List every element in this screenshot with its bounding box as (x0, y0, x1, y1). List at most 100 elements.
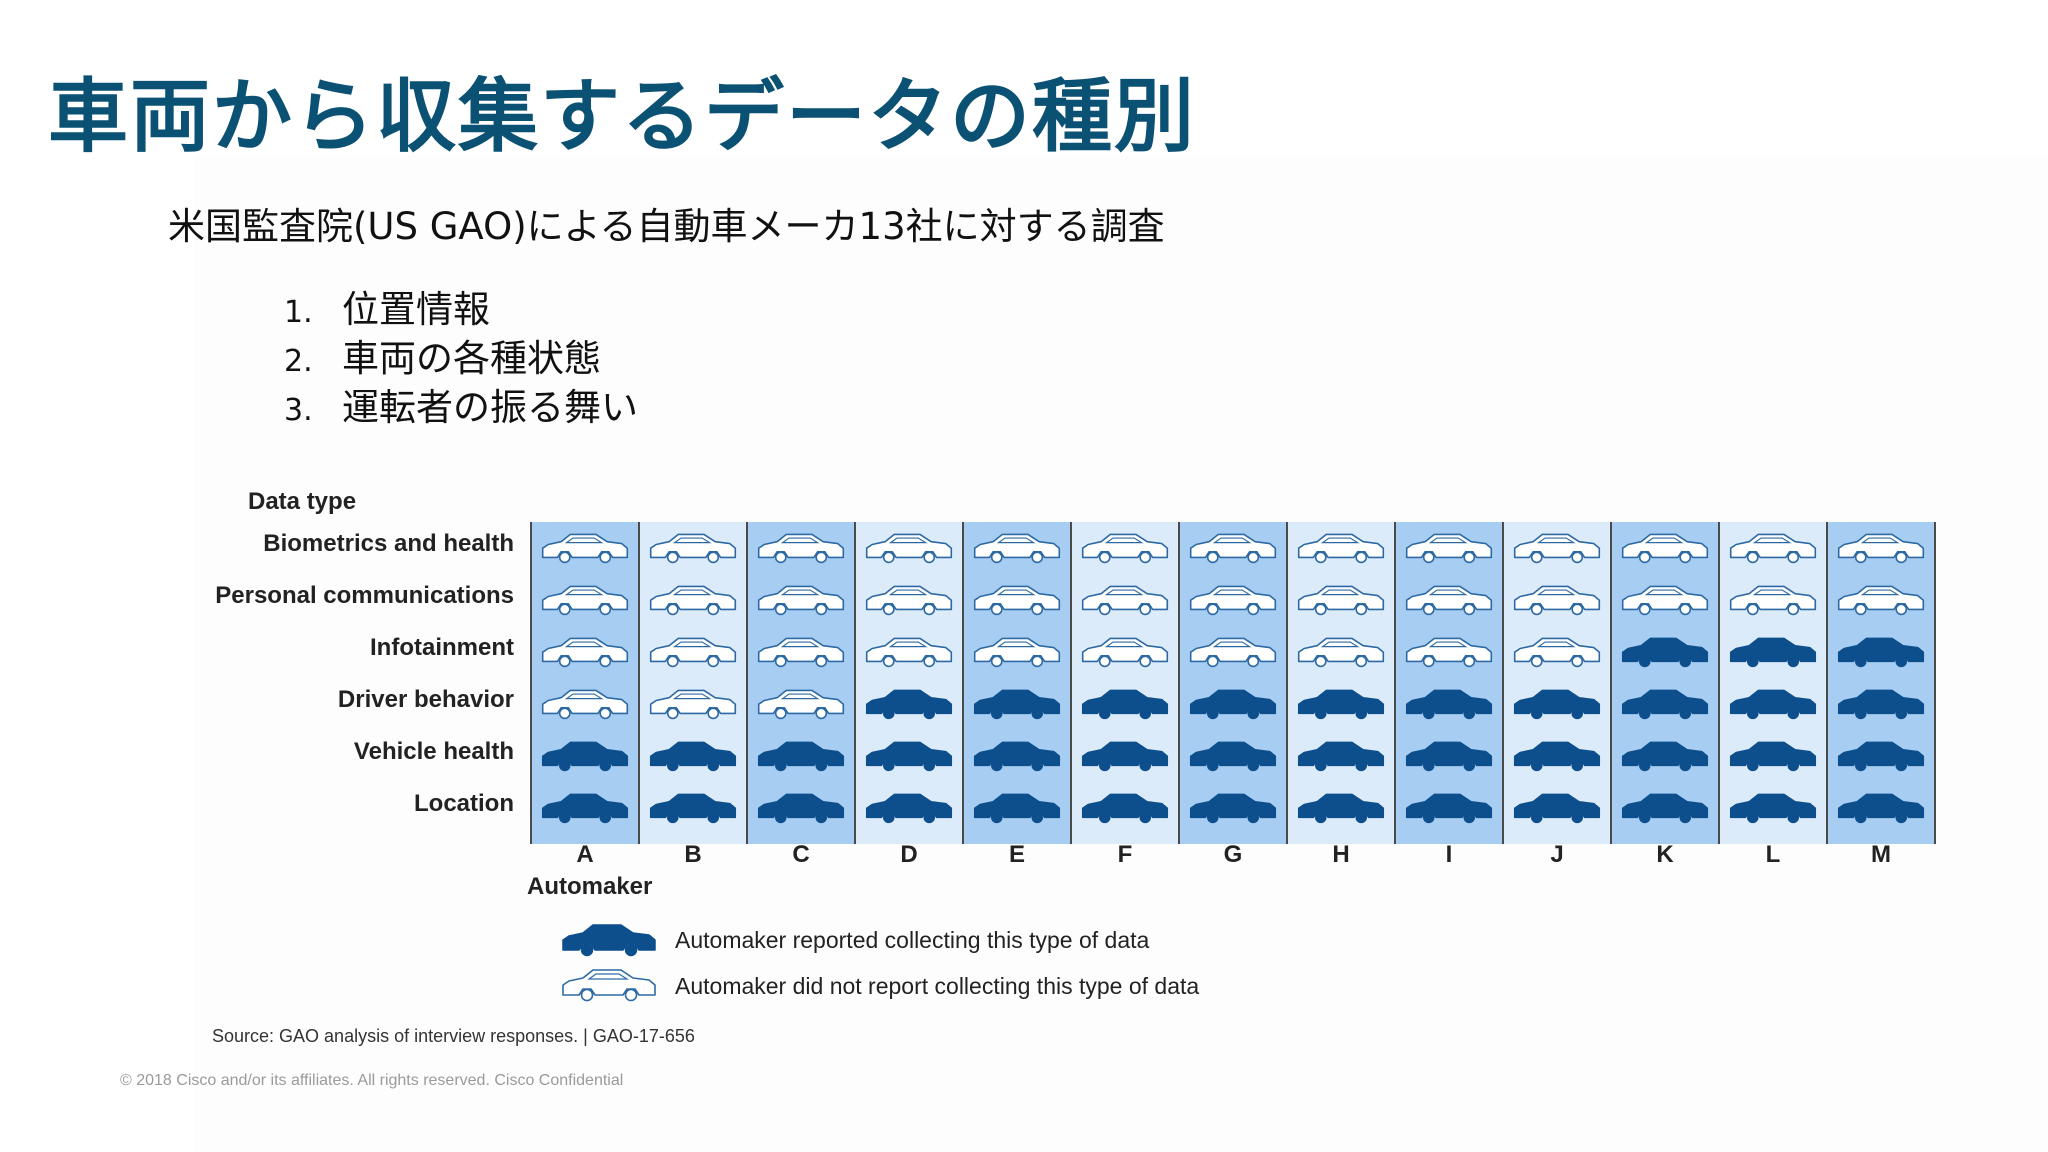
column-band (531, 522, 639, 844)
column-band (1287, 522, 1395, 844)
car-reported (541, 741, 629, 772)
car-not-reported (1405, 637, 1493, 668)
car-reported (1621, 689, 1709, 720)
column-band (1179, 522, 1287, 844)
car-not-reported (1081, 585, 1169, 616)
col-label-i: I (1445, 841, 1453, 868)
car-not-reported (1189, 533, 1277, 564)
car-not-reported (1513, 533, 1601, 564)
car-not-reported (541, 689, 629, 720)
car-reported (1189, 689, 1277, 720)
car-reported (1297, 793, 1385, 824)
row-label-driver-behavior: Driver behavior (337, 686, 514, 713)
column-band (1611, 522, 1719, 844)
col-label-c: C (792, 841, 810, 868)
car-reported (649, 741, 737, 772)
car-not-reported (1729, 585, 1817, 616)
row-label-infotainment: Infotainment (370, 634, 514, 661)
slide-title: 車両から収集するデータの種別 (48, 70, 1196, 163)
left-margin (0, 0, 195, 1152)
car-not-reported (1837, 533, 1925, 564)
numbered-list: 1. 位置情報 2. 車両の各種状態 3. 運転者の振る舞い (284, 287, 638, 434)
car-reported (1405, 741, 1493, 772)
column-band (1719, 522, 1827, 844)
car-not-reported (1513, 585, 1601, 616)
car-not-reported (865, 637, 953, 668)
row-label-vehicle-health: Vehicle health (353, 738, 514, 765)
col-label-a: A (576, 841, 594, 868)
column-band (855, 522, 963, 844)
col-label-h: H (1332, 841, 1350, 868)
car-reported (649, 793, 737, 824)
car-reported (1513, 793, 1601, 824)
car-not-reported (865, 585, 953, 616)
car-not-reported (541, 533, 629, 564)
car-not-reported (1297, 637, 1385, 668)
list-text: 運転者の振る舞い (342, 386, 638, 429)
car-not-reported (865, 533, 953, 564)
car-reported (973, 689, 1061, 720)
legend-outline-car-icon (562, 969, 656, 1002)
car-reported (757, 741, 845, 772)
column-band (963, 522, 1071, 844)
car-reported (1621, 741, 1709, 772)
car-not-reported (649, 533, 737, 564)
car-not-reported (541, 637, 629, 668)
car-reported (1729, 793, 1817, 824)
list-text: 車両の各種状態 (342, 337, 601, 380)
car-not-reported (649, 585, 737, 616)
car-not-reported (973, 585, 1061, 616)
list-item: 1. 位置情報 (284, 287, 638, 336)
car-reported (865, 793, 953, 824)
col-label-f: F (1117, 841, 1133, 868)
legend-filled-car-icon (562, 924, 656, 957)
car-reported (1081, 741, 1169, 772)
car-reported (865, 741, 953, 772)
car-reported (973, 793, 1061, 824)
car-reported (1405, 793, 1493, 824)
car-reported (1189, 741, 1277, 772)
car-reported (1513, 741, 1601, 772)
column-band (639, 522, 747, 844)
column-band (747, 522, 855, 844)
car-not-reported (973, 533, 1061, 564)
car-not-reported (1189, 585, 1277, 616)
car-not-reported (757, 533, 845, 564)
car-reported (1189, 793, 1277, 824)
car-reported (1621, 637, 1709, 668)
y-axis-title: Data type (248, 488, 357, 515)
copyright-footer: © 2018 Cisco and/or its affiliates. All … (120, 1072, 624, 1089)
car-reported (1837, 741, 1925, 772)
car-not-reported (649, 637, 737, 668)
car-not-reported (1081, 533, 1169, 564)
car-not-reported (757, 585, 845, 616)
car-reported (1081, 689, 1169, 720)
car-reported (1837, 793, 1925, 824)
car-reported (1297, 689, 1385, 720)
col-label-b: B (684, 841, 702, 868)
car-reported (1729, 637, 1817, 668)
car-not-reported (649, 689, 737, 720)
car-not-reported (1729, 533, 1817, 564)
car-reported (1297, 741, 1385, 772)
list-item: 3. 運転者の振る舞い (284, 385, 638, 434)
car-reported (1513, 689, 1601, 720)
car-not-reported (757, 637, 845, 668)
list-text: 位置情報 (342, 288, 490, 331)
car-not-reported (1621, 585, 1709, 616)
car-reported (1837, 689, 1925, 720)
car-not-reported (1405, 533, 1493, 564)
car-reported (1621, 793, 1709, 824)
legend-label-reported: Automaker reported collecting this type … (675, 927, 1150, 953)
car-reported (1405, 689, 1493, 720)
car-not-reported (1837, 585, 1925, 616)
car-not-reported (1189, 637, 1277, 668)
column-band (1827, 522, 1935, 844)
car-reported (541, 793, 629, 824)
list-number: 1. (284, 295, 313, 330)
car-not-reported (1513, 637, 1601, 668)
column-band (1503, 522, 1611, 844)
row-label-location: Location (414, 790, 514, 817)
slide-subtitle: 米国監査院(US GAO)による自動車メーカ13社に対する調査 (168, 205, 1165, 248)
car-reported (1729, 741, 1817, 772)
